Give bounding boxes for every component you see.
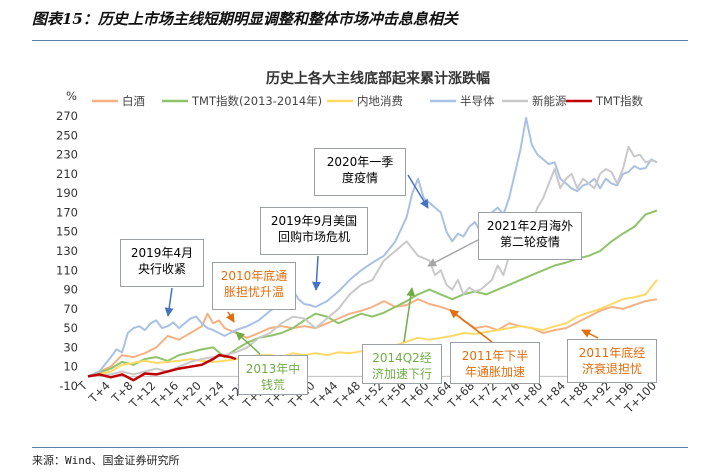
x-tick-label: T+4 xyxy=(85,379,113,407)
legend-label: TMT指数(2013-2014年) xyxy=(191,94,322,108)
y-tick-label: 250 xyxy=(56,128,78,142)
legend-label: TMT指数 xyxy=(595,94,643,108)
annotation-arrow xyxy=(164,287,174,317)
series-line xyxy=(87,298,658,378)
legend-label: 新能源 xyxy=(532,94,567,108)
annotation-arrow xyxy=(225,311,235,323)
y-tick-label: 270 xyxy=(56,109,78,123)
legend-label: 半导体 xyxy=(460,94,495,108)
y-tick-label: 50 xyxy=(63,321,78,335)
annotation-box: 2010年底通 胀担忧升温 xyxy=(212,262,296,310)
annotation-arrow xyxy=(235,331,261,355)
y-tick-label: 70 xyxy=(63,302,78,316)
bottom-rule xyxy=(32,447,688,448)
annotation-arrow xyxy=(449,309,493,343)
annotation-arrow xyxy=(407,174,429,209)
series-line xyxy=(87,145,658,378)
y-tick-label: 230 xyxy=(56,148,78,162)
source-note: 来源：Wind、国金证券研究所 xyxy=(32,454,180,467)
annotation-box: 2019年4月 央行收紧 xyxy=(120,239,204,287)
annotation-arrow xyxy=(403,287,416,343)
y-tick-label: -10 xyxy=(59,379,78,393)
y-tick-label: 170 xyxy=(56,205,78,219)
y-tick-label: 90 xyxy=(63,283,78,297)
figure-title: 图表15：历史上市场主线短期明显调整和整体市场冲击息息相关 xyxy=(32,10,458,28)
annotation-arrow xyxy=(427,239,479,267)
annotation-box: 2019年9月美国 回购市场危机 xyxy=(260,207,368,255)
y-axis-unit-label: % xyxy=(66,89,77,103)
y-tick-label: 130 xyxy=(56,244,78,258)
y-tick-label: 110 xyxy=(56,263,78,277)
legend-label: 内地消费 xyxy=(357,94,403,108)
annotation-arrows xyxy=(164,174,599,355)
annotation-arrow xyxy=(311,255,321,291)
y-tick-label: 150 xyxy=(56,225,78,239)
annotation-box: 2013年中 钱荒 xyxy=(238,355,308,395)
y-tick-label: 10 xyxy=(63,360,78,374)
annotation-arrow xyxy=(581,329,599,339)
annotation-box: 2021年2月海外 第二轮疫情 xyxy=(478,212,582,260)
y-tick-label: 30 xyxy=(63,340,78,354)
legend-label: 白酒 xyxy=(122,94,145,108)
top-rule xyxy=(32,40,688,41)
series-line xyxy=(87,209,658,378)
legend: 白酒 TMT指数(2013-2014年) 内地消费 半导体 新能源 TMT指数 xyxy=(92,94,643,108)
series-layer xyxy=(87,116,658,382)
annotation-box: 2011年底经 济衰退担忧 xyxy=(567,339,657,383)
y-tick-label: 210 xyxy=(56,167,78,181)
chart-title: 历史上各大主线底部起来累计涨跌幅 xyxy=(266,70,490,87)
annotation-box: 2011年下半 年通胀加速 xyxy=(450,342,540,384)
series-line xyxy=(87,353,237,382)
annotation-box: 2014Q2经 济加速下行 xyxy=(362,344,442,384)
annotation-box: 2020年一季 度疫情 xyxy=(314,148,406,196)
y-tick-label: 190 xyxy=(56,186,78,200)
